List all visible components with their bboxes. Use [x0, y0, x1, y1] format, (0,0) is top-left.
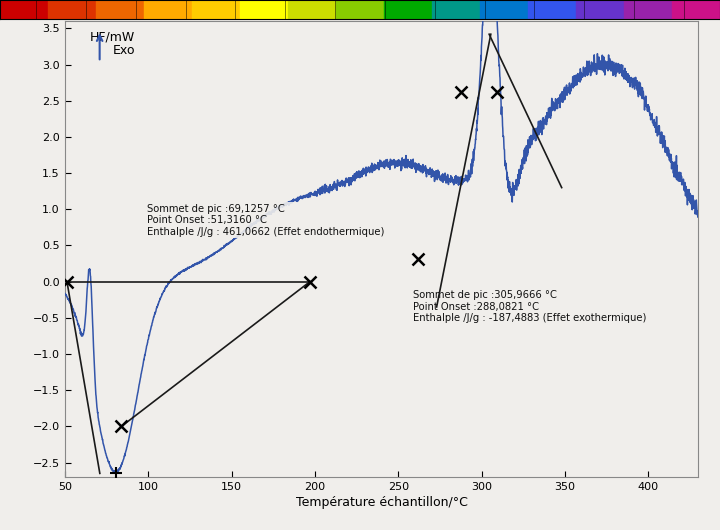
Bar	[432, 0, 480, 19]
X-axis label: Température échantillon/°C: Température échantillon/°C	[296, 496, 467, 509]
Bar	[480, 0, 528, 19]
Bar	[576, 0, 624, 19]
Text: Sommet de pic :69,1257 °C
Point Onset :51,3160 °C
Enthalple /J/g : 461,0662 (Eff: Sommet de pic :69,1257 °C Point Onset :5…	[147, 204, 384, 237]
Text: HF/mW: HF/mW	[90, 30, 135, 43]
Bar	[192, 0, 240, 19]
Bar	[144, 0, 192, 19]
Bar	[528, 0, 576, 19]
Text: Sommet de pic :305,9666 °C
Point Onset :288,0821 °C
Enthalple /J/g : -187,4883 (: Sommet de pic :305,9666 °C Point Onset :…	[413, 290, 647, 323]
Text: Exo: Exo	[112, 45, 135, 57]
Bar	[672, 0, 720, 19]
Bar	[384, 0, 432, 19]
Bar	[288, 0, 336, 19]
Bar	[240, 0, 288, 19]
Bar	[0, 0, 48, 19]
Bar	[96, 0, 144, 19]
Bar	[624, 0, 672, 19]
Bar	[336, 0, 384, 19]
Bar	[48, 0, 96, 19]
